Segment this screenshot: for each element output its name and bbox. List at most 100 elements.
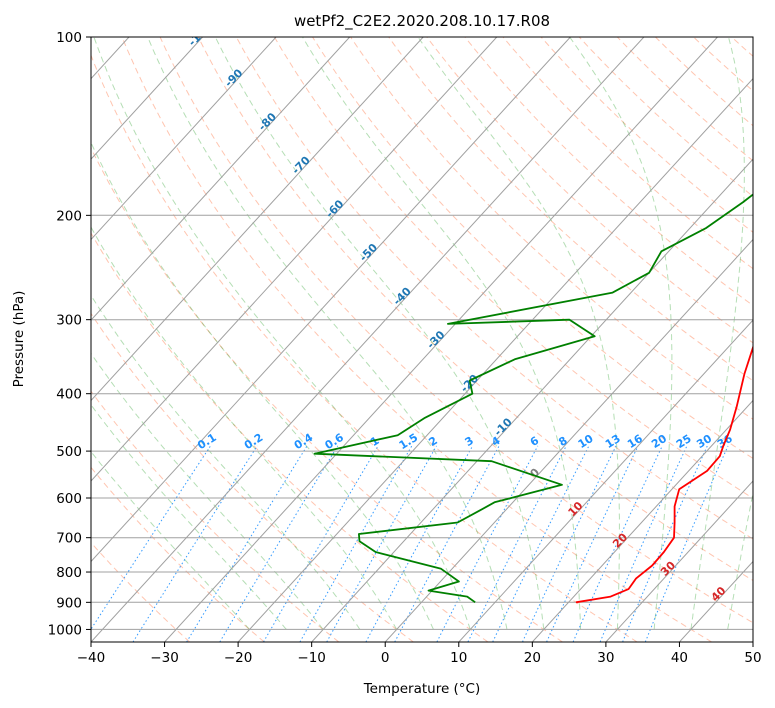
isotherm-label: 40 [709,584,729,604]
isotherm-line [164,37,718,642]
mixing-ratio-line [186,445,308,642]
isotherm-label: -100 [186,20,215,49]
isotherm-line [91,37,645,642]
isotherm-line [311,158,753,642]
isotherm-line [679,560,753,642]
mixing-ratio-label: 0.2 [242,431,265,452]
dry-adiabat [91,390,340,642]
dry-adiabat [91,466,265,642]
mixing-ratio-label: 2 [426,434,439,449]
moist-adiabat [93,37,471,630]
isotherm-label: -50 [357,241,380,264]
moist-adiabat [91,450,250,630]
dry-adiabat [426,37,753,344]
moist-adiabat [727,490,753,630]
isotherm-line [0,37,56,642]
isotherm-line [91,37,571,563]
dry-adiabat [540,37,753,233]
moist-adiabat [91,404,287,630]
moist-adiabat [91,141,434,630]
plot-area: -100-90-80-70-60-50-40-30-20-10010203040… [0,20,753,642]
mixing-ratio-line [326,445,437,642]
moist-adiabats [91,37,753,630]
dry-adiabat [388,37,753,382]
isotherm-label: -60 [323,197,346,220]
mixing-ratio-line [263,445,379,642]
mixing-ratio-label: 10 [576,432,596,451]
moist-adiabat [302,37,582,630]
isotherm-label: -90 [222,66,245,89]
isotherm-line [91,37,424,402]
dry-adiabat [159,37,753,624]
mixing-ratio-label: 3 [463,434,476,449]
dry-adiabat [464,37,753,307]
isotherm-line [91,37,351,321]
y-tick-label: 200 [56,208,82,224]
isotherm-label: -80 [256,110,279,133]
mixing-ratio-label: 0.1 [195,431,218,452]
mixing-ratio-label: 6 [528,434,542,449]
x-tick-label: 50 [744,650,761,666]
dewpoint-profile-line [313,193,753,604]
isotherm-line [91,37,203,160]
mixing-ratio-line [132,445,258,642]
dry-adiabat [273,37,753,499]
x-tick-label: 0 [381,650,390,666]
dry-adiabat [578,37,753,197]
x-tick-label: −20 [224,650,253,666]
mixing-ratio-line [467,445,567,642]
y-tick-label: 600 [56,491,82,507]
mixing-ratio-label: 30 [694,432,714,451]
mixing-ratio-label: 16 [625,432,645,451]
moist-adiabat [569,37,673,630]
isotherm-line [458,319,753,642]
moist-adiabat [690,37,745,630]
chart-title: wetPf2_C2E2.2020.208.10.17.R08 [294,12,550,31]
dry-adiabat [121,37,713,642]
moist-adiabat [91,226,398,630]
mixing-ratio-line [436,445,539,642]
mixing-ratio-label: 13 [603,432,623,451]
moist-adiabat [417,37,620,630]
y-tick-label: 500 [56,444,82,460]
temperature-profile-line [575,344,753,604]
isotherm-line [237,77,753,642]
isotherm-line [531,399,753,642]
mixing-ratio-lines [91,445,729,642]
moist-adiabat [214,37,545,630]
x-tick-label: 10 [450,650,467,666]
dry-adiabat [91,146,563,642]
mixing-ratio-line [492,445,590,642]
moist-adiabat [91,294,361,630]
data-series [313,193,753,604]
y-tick-label: 1000 [48,622,82,638]
mixing-ratio-labels: 0.1 0.2 0.4 0.6 1 1.5 2 3 4 6 8 10 13 16 20 25 30 36 [195,431,735,453]
dry-adiabat [235,37,753,540]
dry-adiabat [197,37,753,581]
isotherm-line [605,480,753,642]
x-tick-label: 20 [524,650,541,666]
isotherm-label: 30 [658,558,678,578]
isotherm-line [752,641,753,642]
y-tick-label: 400 [56,387,82,403]
y-tick-label: 700 [56,531,82,547]
y-tick-label: 900 [56,595,82,611]
isotherm-label: -30 [424,328,447,351]
mixing-ratio-line [622,445,708,642]
mixing-ratio-label: 20 [649,432,669,451]
dry-adiabat [91,541,191,642]
dry-adiabat [350,37,753,420]
isotherm-gridlines [0,37,753,642]
dry-adiabat [693,37,753,92]
isotherm-line [91,37,277,241]
mixing-ratio-line [365,445,474,642]
isotherm-label: 20 [610,530,630,550]
moist-adiabat [91,352,324,630]
y-axis-label: Pressure (hPa) [11,291,27,388]
mixing-ratio-line [219,445,339,642]
y-axis: 100 200 300 400 500 600 700 800 900 1000 [48,30,91,638]
x-tick-label: −40 [77,650,106,666]
mixing-ratio-line [522,445,617,642]
y-tick-label: 300 [56,313,82,329]
